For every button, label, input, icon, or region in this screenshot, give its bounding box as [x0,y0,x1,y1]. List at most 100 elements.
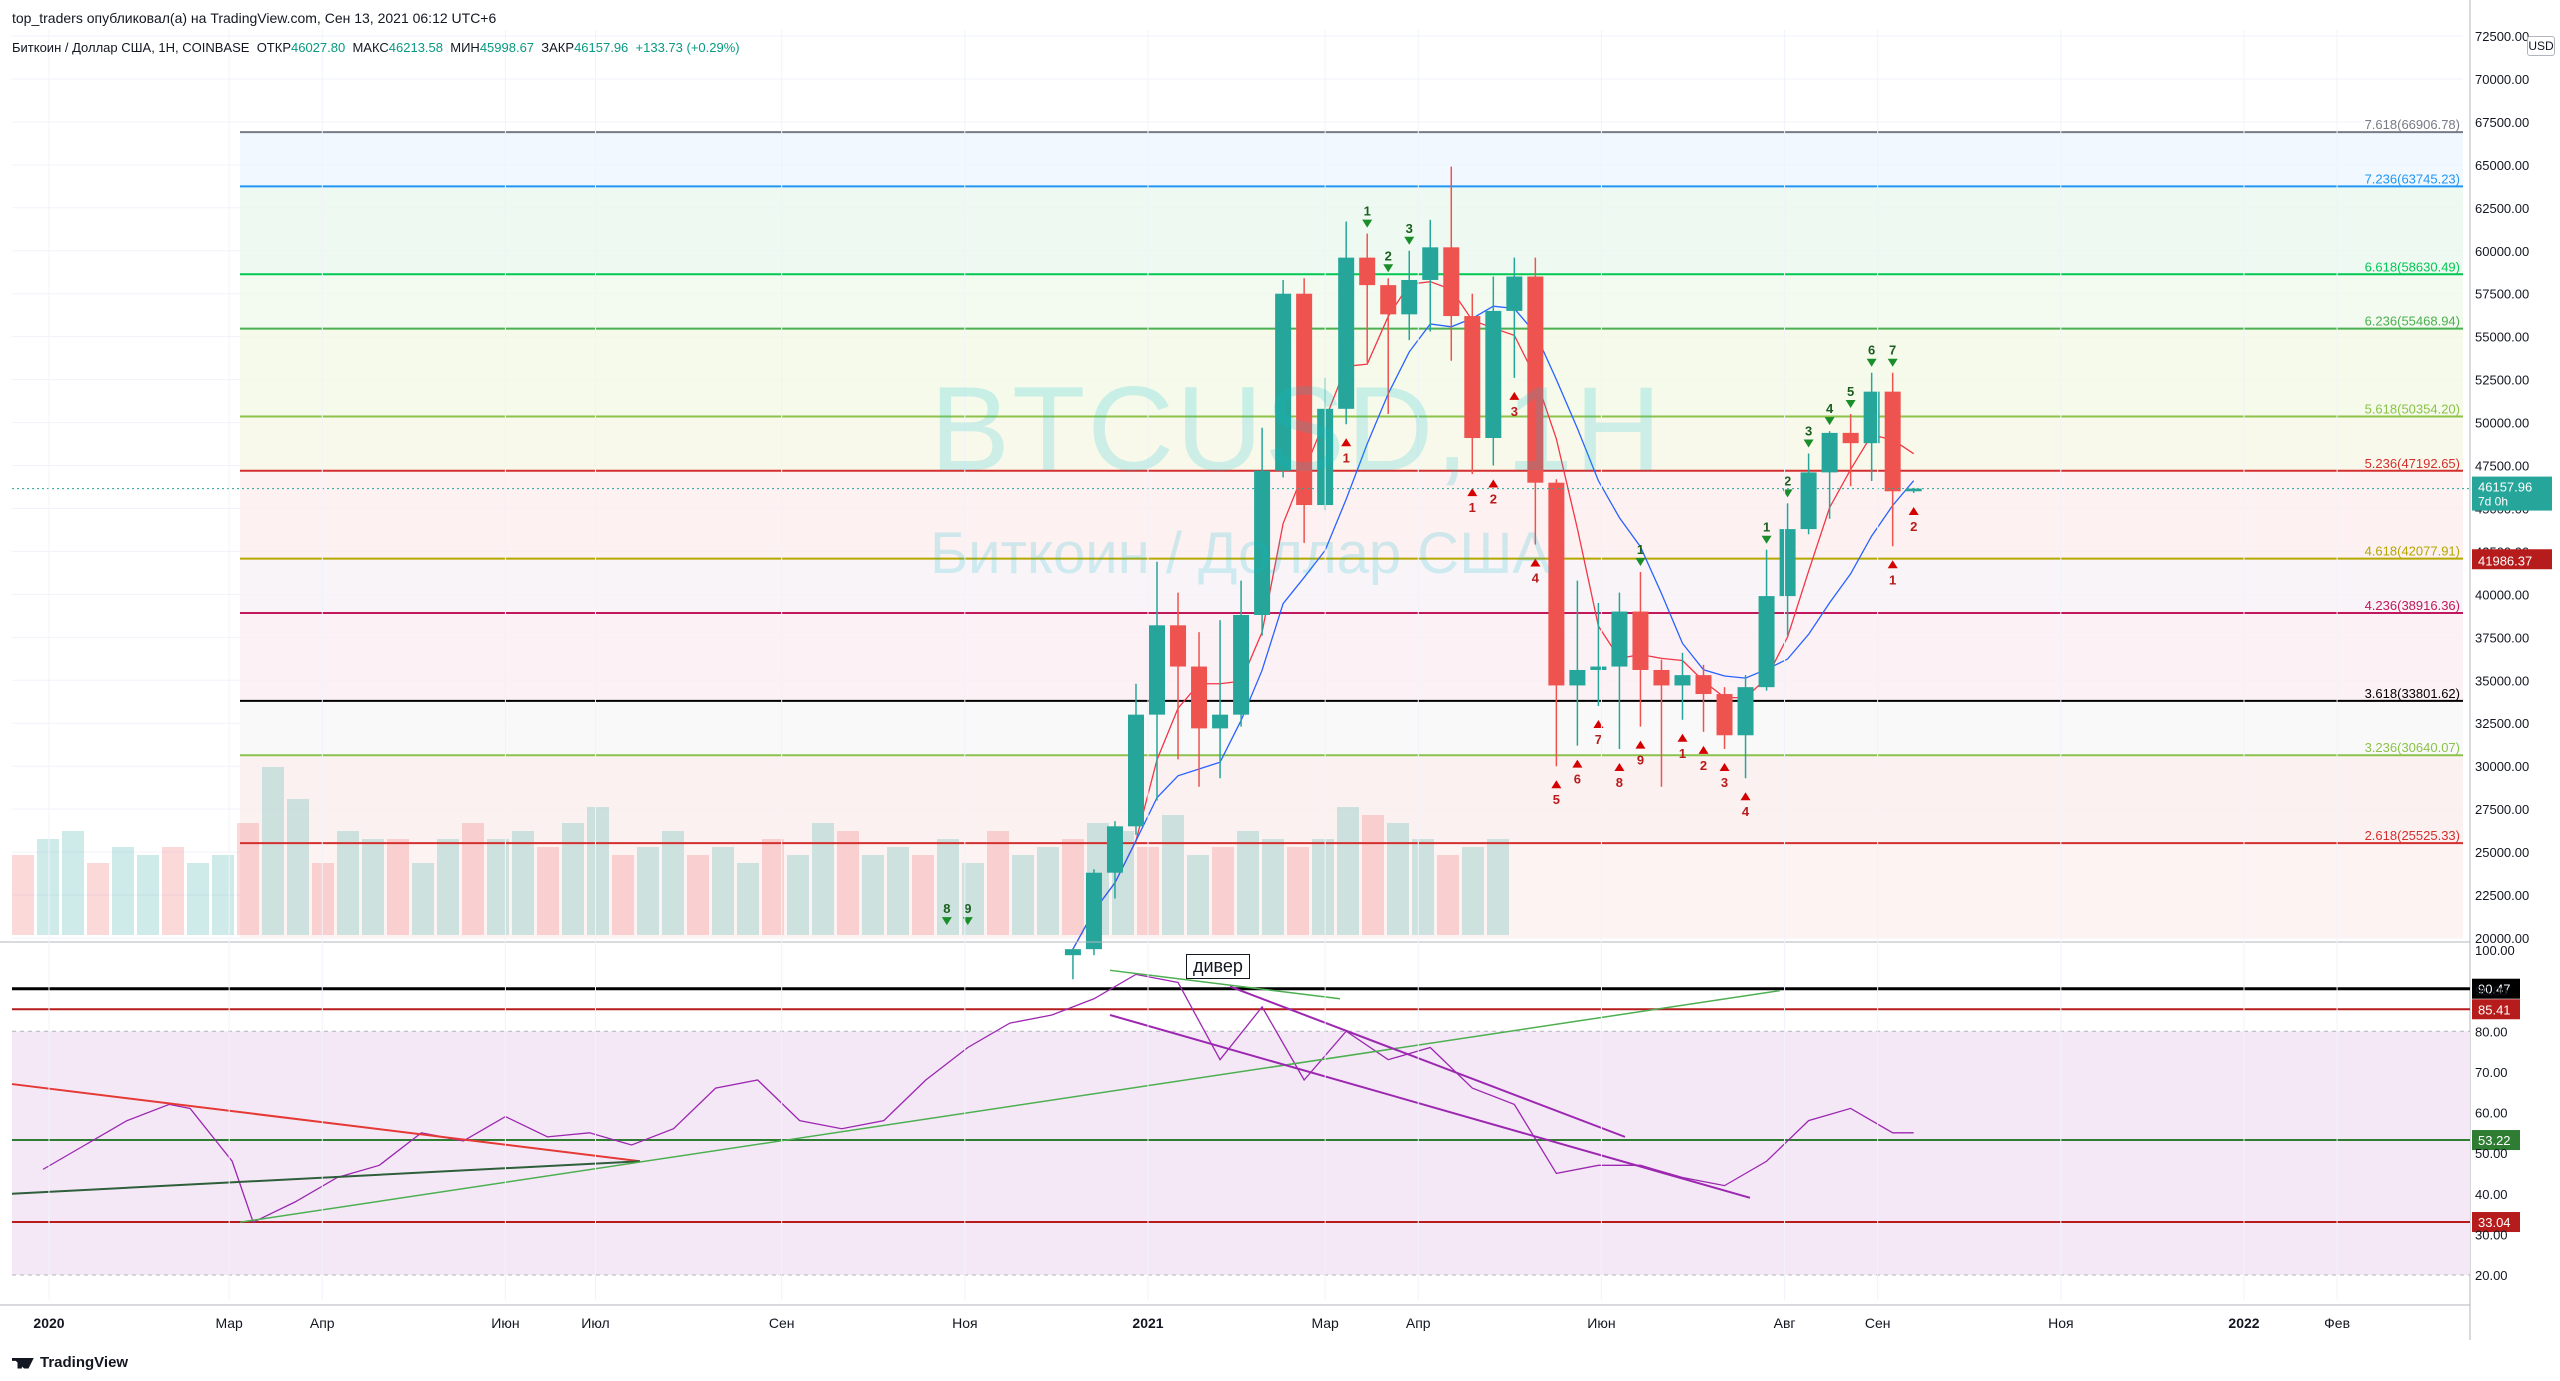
time-axis-tick: Фев [2324,1315,2350,1331]
volume-bar [437,839,459,935]
volume-bar [362,839,384,935]
price-axis-tick: 40000.00 [2475,587,2529,602]
td-count-label: 5 [1553,792,1560,807]
fib-level-label: 4.236(38916.36) [2365,598,2460,613]
price-axis-tick: 52500.00 [2475,373,2529,388]
candle-body [1485,310,1502,439]
candle-body [1737,687,1754,736]
change-value: +133.73 (+0.29%) [635,40,740,55]
symbol-legend: Биткоин / Доллар США, 1Н, COINBASE ОТКР4… [12,40,740,55]
fib-level-label: 2.618(25525.33) [2365,828,2460,843]
rsi-axis-tick: 30.00 [2475,1227,2508,1242]
td-sell-marker [1467,488,1478,497]
volume-bar [212,855,234,935]
td-count-label: 8 [943,901,950,916]
td-sell-marker [1677,733,1688,742]
low-value: 45998.67 [479,40,535,55]
volume-bar [1162,815,1184,935]
candle-body [1422,247,1439,280]
fib-band [240,755,2463,844]
volume-bar [612,855,634,935]
rsi-axis-tick: 20.00 [2475,1268,2508,1283]
volume-bar [1487,839,1509,935]
candle-body [1233,614,1250,715]
rsi-level-value: 85.41 [2478,1002,2511,1017]
rsi-axis-tick: 60.00 [2475,1106,2508,1121]
candle-body [1170,625,1187,667]
candle-body [1085,872,1102,950]
volume-bar [162,847,184,935]
time-axis-tick: Июл [581,1315,609,1331]
td-count-label: 3 [1511,404,1518,419]
time-axis-tick: Ноя [952,1315,977,1331]
price-axis-tick: 30000.00 [2475,759,2529,774]
fib-band [240,132,2463,187]
rsi-axis-tick: 90.00 [2475,984,2508,999]
candle-body [1590,666,1607,670]
td-count-label: 1 [1343,450,1350,465]
fib-level-label: 7.236(63745.23) [2365,171,2460,186]
candle-body [1863,391,1880,444]
close-label: ЗАКР [541,40,575,55]
fib-level-label: 3.236(30640.07) [2365,740,2460,755]
volume-bar [687,855,709,935]
volume-bar [237,823,259,935]
time-axis-tick: 2021 [1132,1315,1163,1331]
volume-bar [512,831,534,935]
volume-bar [1187,855,1209,935]
volume-bar [662,831,684,935]
fib-level-label: 5.618(50354.20) [2365,401,2460,416]
price-axis-tick: 37500.00 [2475,630,2529,645]
td-count-label: 9 [964,901,971,916]
td-count-label: 4 [1532,571,1540,586]
volume-bar [137,855,159,935]
volume-bar [987,831,1009,935]
rsi-axis-tick: 50.00 [2475,1146,2508,1161]
td-buy-marker [1404,236,1415,245]
td-count-label: 1 [1469,500,1476,515]
td-count-label: 8 [1616,775,1623,790]
candle-body [1254,470,1271,615]
fib-level-label: 5.236(47192.65) [2365,456,2460,471]
volume-bar [912,855,934,935]
candle-body [1548,482,1565,686]
price-axis-tick: 60000.00 [2475,244,2529,259]
price-axis-tick: 55000.00 [2475,330,2529,345]
tradingview-logo: TradingView [12,1354,128,1371]
td-buy-marker [1803,439,1814,448]
time-axis-tick: Апр [1406,1315,1431,1331]
currency-button[interactable]: USD [2527,36,2555,56]
open-label: ОТКР [256,40,291,55]
volume-bar [937,839,959,935]
td-sell-marker [1908,507,1919,516]
td-buy-marker [1887,358,1898,367]
rsi-axis-tick: 40.00 [2475,1187,2508,1202]
rsi-band [12,1031,2470,1275]
volume-bar [12,855,34,935]
price-axis-tick: 65000.00 [2475,158,2529,173]
rsi-axis-tick: 80.00 [2475,1024,2508,1039]
td-count-label: 1 [1679,746,1686,761]
candle-body [1842,432,1859,444]
candle-body [1296,293,1313,506]
logo-text: TradingView [40,1354,129,1371]
td-buy-marker [1362,219,1373,228]
volume-bar [1337,807,1359,935]
rsi-level-value: 33.04 [2478,1215,2511,1230]
td-count-label: 1 [1889,572,1896,587]
candle-body [1527,276,1544,483]
td-buy-marker [1761,535,1772,544]
level-badge-value: 41986.37 [2478,553,2532,568]
td-sell-marker [1341,438,1352,447]
fib-level-label: 7.618(66906.78) [2365,117,2460,132]
publish-info: top_traders опубликовал(а) на TradingVie… [12,10,497,26]
last-price-badge [2472,476,2552,511]
price-axis-tick: 32500.00 [2475,716,2529,731]
volume-bar [887,847,909,935]
td-sell-marker [1719,763,1730,772]
last-price-value: 46157.96 [2478,480,2532,495]
time-axis-tick: Мар [215,1315,243,1331]
time-axis-tick: Июн [1587,1315,1615,1331]
volume-bar [87,863,109,935]
